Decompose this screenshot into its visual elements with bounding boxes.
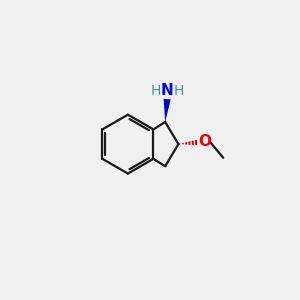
Polygon shape <box>195 140 197 145</box>
Polygon shape <box>182 143 184 144</box>
Polygon shape <box>192 140 194 145</box>
Text: O: O <box>199 134 212 149</box>
Text: N: N <box>161 83 173 98</box>
Text: H: H <box>150 84 161 98</box>
Polygon shape <box>188 141 190 145</box>
Text: H: H <box>174 84 184 98</box>
Polygon shape <box>164 99 171 122</box>
Polygon shape <box>185 142 187 145</box>
